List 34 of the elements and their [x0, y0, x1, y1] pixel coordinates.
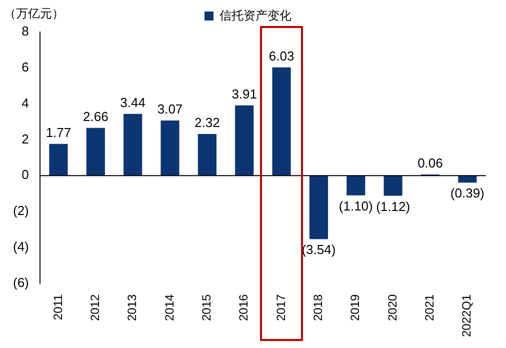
x-tick-label: 2018	[311, 294, 326, 321]
x-tick-label: 2016	[236, 294, 251, 321]
data-label: 3.07	[157, 102, 183, 117]
x-tick-label: 2020	[385, 294, 400, 321]
data-label: 0.06	[418, 156, 443, 171]
data-label: (3.54)	[302, 242, 336, 258]
x-tick-label: 2013	[125, 294, 140, 321]
x-tick-label: 2022Q1	[460, 294, 474, 337]
x-tick-label: 2014	[162, 294, 176, 321]
y-axis-title: （万亿元）	[4, 6, 64, 20]
data-label: 3.44	[120, 94, 146, 110]
data-label: 3.91	[232, 86, 258, 102]
data-label: 1.77	[46, 124, 72, 140]
x-tick-label: 2019	[348, 294, 362, 321]
y-tick-label: 8	[22, 24, 29, 39]
data-label: (1.12)	[376, 198, 410, 214]
y-tick-label: (6)	[13, 274, 29, 290]
y-tick-label: 2	[22, 131, 29, 146]
y-tick-label: (2)	[13, 203, 29, 218]
y-tick-label: (4)	[13, 238, 29, 254]
legend-label: 信托资产变化	[220, 8, 292, 22]
y-tick-label: 0	[22, 167, 29, 182]
y-tick-label: 4	[22, 95, 29, 110]
data-label: 6.03	[268, 48, 294, 64]
x-tick-label: 2021	[422, 294, 437, 321]
data-label: 2.66	[82, 108, 108, 124]
x-tick-label: 2012	[88, 294, 102, 321]
x-tick-label: 2011	[50, 294, 65, 320]
x-tick-label: 2017	[274, 294, 288, 321]
x-tick-label: 2015	[199, 294, 214, 321]
data-label: (1.10)	[338, 198, 373, 214]
data-label: 2.32	[194, 115, 220, 130]
data-label: (0.39)	[450, 186, 484, 201]
y-tick-label: 6	[22, 59, 29, 74]
